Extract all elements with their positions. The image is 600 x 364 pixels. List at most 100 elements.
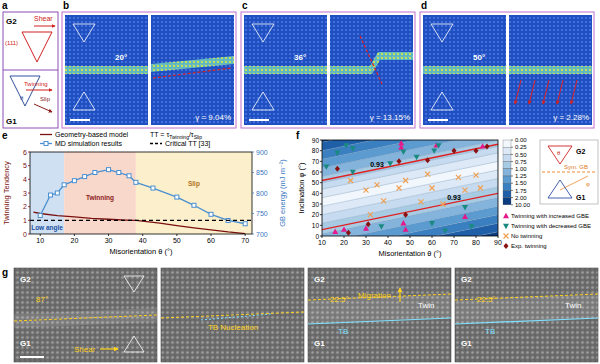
data-point: [332, 229, 338, 234]
data-point: [462, 214, 468, 219]
plot-frame: [30, 152, 252, 234]
y-tick: [320, 140, 322, 141]
schematic-label: Sym. GB: [564, 164, 588, 170]
series-line: [33, 212, 245, 233]
data-point: [117, 171, 121, 175]
data-point: [403, 226, 409, 231]
y-tick: [28, 193, 30, 194]
tem-label: TB: [338, 327, 348, 336]
y2-tick-label: 850: [256, 169, 268, 176]
colorbar-tick: [511, 197, 513, 198]
twin-boundary: [308, 318, 451, 324]
orientation-triangle: [252, 92, 274, 110]
tem-label: G1: [20, 339, 31, 348]
data-point: [48, 193, 52, 197]
legend-label: Critical TT [33]: [165, 140, 210, 148]
y-tick: [320, 182, 322, 183]
y-tick: [28, 165, 30, 166]
y-tick: [28, 152, 30, 153]
tem-image: [308, 268, 451, 362]
slip-trace: [529, 80, 535, 104]
grain-boundary: [14, 315, 157, 321]
colorbar-cell: [503, 154, 511, 161]
data-point: [419, 199, 424, 204]
panel-label: g: [2, 267, 8, 278]
schematic-gb: [542, 172, 596, 173]
data-point: [350, 146, 356, 151]
region-label: Twinning: [86, 194, 114, 202]
tem-label: TB Nucleation: [208, 323, 258, 332]
critical-line: [322, 144, 498, 180]
y2-tick-label: 700: [256, 231, 268, 238]
x-tick-label: 70: [450, 239, 458, 246]
shear-label: Shear: [34, 15, 53, 22]
md-grain-boundary: [65, 66, 148, 74]
figure: aG2Shear(111)TwinningθSlipG1b20°γ = 9.04…: [0, 0, 600, 364]
x-axis-title: Misorientation θ (°): [109, 247, 173, 256]
colorbar-label: 10.00: [515, 202, 531, 208]
y-tick: [320, 172, 322, 173]
chart-e: eLow angleTwinningSlip102030405060700123…: [2, 130, 287, 256]
md-panel: b20°γ = 9.04%: [62, 0, 236, 128]
data-point: [387, 161, 393, 166]
colorbar-label: 0.75: [515, 159, 527, 165]
md-grain-boundary: [509, 66, 592, 74]
y-tick-label: 60: [312, 169, 320, 176]
twin-nucleus: [201, 314, 271, 320]
grain-boundary: [3, 70, 58, 71]
x-tick-label: 70: [241, 237, 249, 244]
twin-region: [455, 294, 598, 324]
y-tick-label: 50: [312, 179, 320, 186]
data-point: [400, 220, 406, 225]
x-tick: [245, 234, 246, 236]
data-point: [175, 195, 179, 199]
y-tick-label: 6: [23, 149, 27, 156]
x-tick-label: 50: [406, 239, 414, 246]
orientation-triangle: [73, 92, 95, 110]
colorbar-label: 1.50: [515, 180, 527, 186]
legend-label: Exp. twinning: [511, 243, 547, 249]
data-point: [107, 168, 111, 172]
md-grain-boundary: [330, 52, 413, 74]
twin-trace: [360, 36, 382, 84]
data-point: [469, 224, 475, 229]
twin-boundary: [455, 318, 598, 324]
misorientation-label: 50°: [473, 53, 485, 62]
colorbar-tick: [511, 176, 513, 177]
legend-label: Twinning with decreased GBE: [511, 223, 591, 229]
colorbar-cell: [503, 183, 511, 190]
data-point: [480, 143, 486, 148]
md-image: [244, 15, 327, 125]
colorbar-tick: [511, 140, 513, 141]
colorbar-label: 1.75: [515, 188, 527, 194]
schematic-triangle: [548, 180, 572, 198]
data-point: [366, 221, 371, 227]
data-point: [350, 170, 356, 175]
tem-label: Twin: [565, 301, 581, 310]
panel-label: a: [2, 0, 8, 11]
md-grain-boundary: [151, 56, 234, 72]
data-point: [381, 198, 386, 203]
data-point: [83, 175, 87, 179]
slip-trace: [515, 80, 521, 104]
data-point: [425, 157, 430, 163]
data-point: [474, 148, 479, 154]
misorientation-label: 20°: [115, 53, 127, 62]
md-image: [65, 15, 148, 125]
critical-line: [322, 193, 498, 229]
colorbar-label: 1.00: [515, 166, 527, 172]
x-tick: [432, 236, 433, 238]
colorbar-label: 0.25: [515, 144, 527, 150]
plot-frame: [322, 140, 498, 236]
region-label: Low angle: [31, 224, 63, 232]
y2-tick: [252, 172, 254, 173]
data-point: [343, 143, 349, 148]
data-point: [368, 212, 373, 217]
legend-label: Twinning with increased GBE: [511, 213, 589, 219]
data-point: [364, 188, 369, 193]
colorbar-label: 0.00: [515, 137, 527, 143]
data-point: [403, 212, 408, 218]
tem-image: [161, 268, 304, 362]
scale-bar: [428, 119, 448, 121]
tem-image: [14, 268, 157, 362]
